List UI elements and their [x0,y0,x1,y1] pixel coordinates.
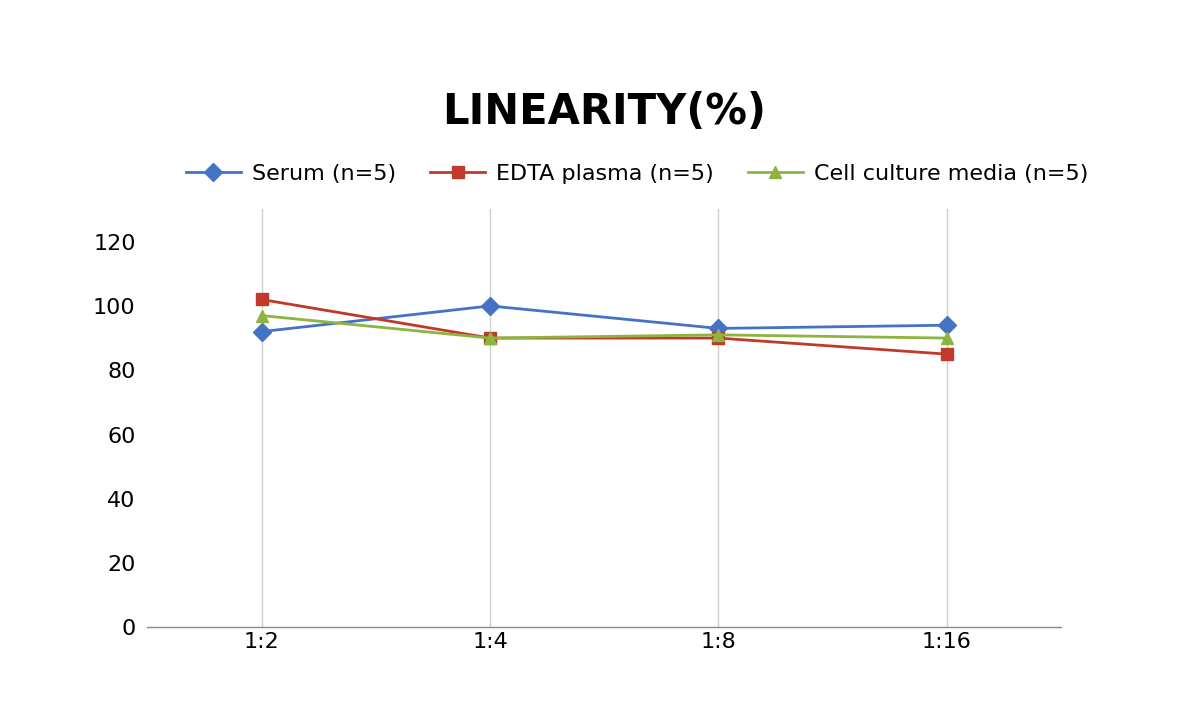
Cell culture media (n=5) [711,331,725,339]
Line: EDTA plasma (n=5): EDTA plasma (n=5) [256,293,953,360]
Line: Cell culture media (n=5): Cell culture media (n=5) [256,309,953,344]
Serum (n=5) [255,327,269,336]
Text: LINEARITY(%): LINEARITY(%) [442,91,766,133]
Cell culture media (n=5) [255,312,269,320]
Serum (n=5) [483,302,498,310]
Cell culture media (n=5) [483,334,498,343]
Line: Serum (n=5): Serum (n=5) [256,300,953,338]
Serum (n=5) [711,324,725,333]
Cell culture media (n=5) [940,334,954,343]
EDTA plasma (n=5) [940,350,954,358]
EDTA plasma (n=5) [255,295,269,304]
EDTA plasma (n=5) [711,334,725,343]
EDTA plasma (n=5) [483,334,498,343]
Legend: Serum (n=5), EDTA plasma (n=5), Cell culture media (n=5): Serum (n=5), EDTA plasma (n=5), Cell cul… [177,155,1098,193]
Serum (n=5) [940,321,954,329]
